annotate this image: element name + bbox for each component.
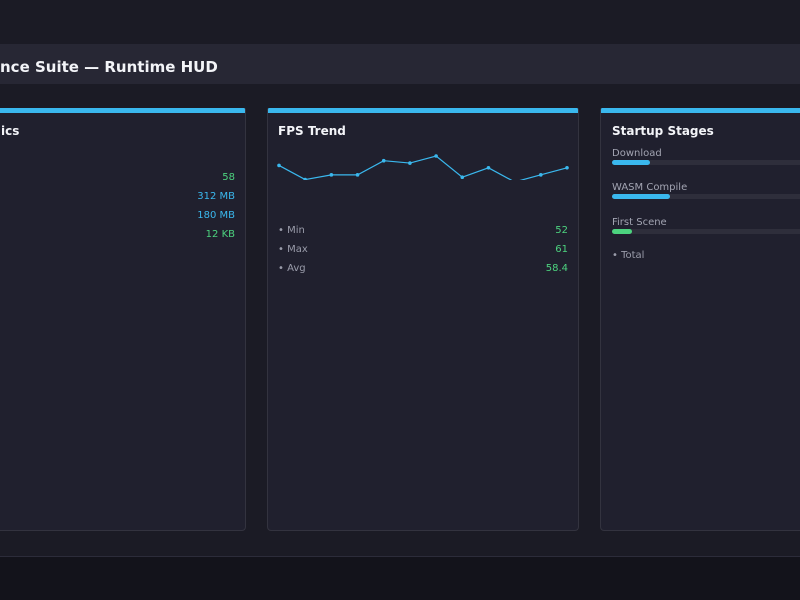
fps-stat-label: • Max <box>278 244 308 255</box>
stage-progress-fill <box>612 194 670 199</box>
fps-series-line <box>278 155 568 180</box>
stage-label: Download <box>612 148 662 159</box>
fps-stat-row: • Avg 58.4 <box>268 263 568 279</box>
metric-row: 58 <box>0 172 235 188</box>
dashboard-content: ics 58 312 MB 180 MB 12 KB FPS Trend • M… <box>0 84 800 557</box>
fps-data-point <box>486 165 491 170</box>
stage-download: Download <box>612 148 800 165</box>
stage-progress-fill <box>612 229 632 234</box>
metrics-panel-title: ics <box>1 124 20 138</box>
title-bar: nce Suite — Runtime HUD <box>0 44 800 84</box>
fps-data-point <box>434 154 438 158</box>
startup-stages-panel: Startup Stages Download WASM Compile Fir… <box>600 108 800 531</box>
fps-data-point <box>381 158 386 163</box>
fps-stat-value: 61 <box>555 244 568 255</box>
metric-row: 312 MB <box>0 191 235 207</box>
fps-data-point <box>277 163 281 168</box>
status-bar <box>0 557 800 600</box>
fps-trend-chart <box>277 154 569 180</box>
startup-stages-title: Startup Stages <box>612 124 714 138</box>
fps-data-point <box>460 175 465 180</box>
fps-stat-row: • Max 61 <box>268 244 568 260</box>
metric-row: 12 KB <box>0 229 235 245</box>
stage-progress-fill <box>612 160 650 165</box>
fps-data-point <box>539 173 543 177</box>
fps-stat-label: • Avg <box>278 263 306 274</box>
startup-total-label: • Total <box>612 250 645 261</box>
fps-data-point <box>565 165 569 170</box>
stage-label: First Scene <box>612 217 667 228</box>
fps-stat-label: • Min <box>278 225 305 236</box>
app-title: nce Suite — Runtime HUD <box>0 58 218 76</box>
metrics-panel: ics 58 312 MB 180 MB 12 KB <box>0 108 246 531</box>
fps-data-point <box>408 161 412 165</box>
stage-wasm-compile: WASM Compile <box>612 182 800 199</box>
stage-progress-track <box>612 160 800 165</box>
fps-stat-row: • Min 52 <box>268 225 568 241</box>
stage-first-scene: First Scene <box>612 217 800 234</box>
stage-progress-track <box>612 194 800 199</box>
fps-stat-value: 58.4 <box>545 263 568 274</box>
metric-value: 180 MB <box>197 210 235 221</box>
fps-trend-panel: FPS Trend • Min 52 • Max 61 • Avg 58.4 <box>267 108 579 531</box>
stage-progress-track <box>612 229 800 234</box>
fps-data-point <box>303 177 307 180</box>
fps-trend-title: FPS Trend <box>278 124 346 138</box>
metric-value: 312 MB <box>197 191 235 202</box>
fps-data-point <box>329 173 334 177</box>
metric-row: 180 MB <box>0 210 235 226</box>
stage-label: WASM Compile <box>612 182 688 193</box>
metric-value: 58 <box>222 172 235 183</box>
fps-data-point <box>355 173 360 177</box>
metric-value: 12 KB <box>205 229 235 240</box>
fps-stat-value: 52 <box>555 225 568 236</box>
